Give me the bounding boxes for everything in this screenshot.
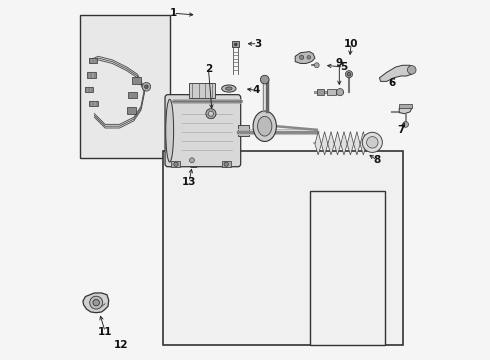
Circle shape <box>90 296 102 309</box>
Circle shape <box>206 109 216 119</box>
Text: 7: 7 <box>397 125 405 135</box>
Circle shape <box>208 111 214 116</box>
Bar <box>89 58 97 63</box>
Bar <box>310 191 385 345</box>
Circle shape <box>347 72 351 76</box>
Polygon shape <box>379 65 414 81</box>
Polygon shape <box>295 51 315 63</box>
FancyBboxPatch shape <box>165 95 241 167</box>
Text: 10: 10 <box>344 39 358 49</box>
Polygon shape <box>83 293 109 313</box>
Circle shape <box>260 75 269 84</box>
Polygon shape <box>354 132 360 155</box>
Bar <box>232 41 239 47</box>
Bar <box>221 161 231 167</box>
Bar <box>190 83 215 98</box>
Polygon shape <box>334 132 341 155</box>
Text: 6: 6 <box>389 78 395 88</box>
Text: 2: 2 <box>205 64 212 74</box>
Polygon shape <box>347 132 354 155</box>
Circle shape <box>345 71 353 78</box>
Polygon shape <box>399 106 412 114</box>
Bar <box>172 161 180 167</box>
Circle shape <box>367 136 378 148</box>
Circle shape <box>337 89 343 96</box>
Polygon shape <box>321 132 328 155</box>
Polygon shape <box>341 132 347 155</box>
Polygon shape <box>186 153 200 167</box>
Circle shape <box>174 162 178 166</box>
Bar <box>327 89 337 95</box>
Circle shape <box>234 43 237 46</box>
Circle shape <box>403 122 409 127</box>
Text: 11: 11 <box>98 327 112 337</box>
Circle shape <box>314 63 319 68</box>
Ellipse shape <box>221 85 236 92</box>
Bar <box>399 104 412 108</box>
Circle shape <box>142 82 151 91</box>
Bar <box>85 87 93 92</box>
Bar <box>163 151 403 345</box>
Text: 4: 4 <box>252 85 259 95</box>
Text: 13: 13 <box>182 177 196 187</box>
Circle shape <box>224 162 228 166</box>
Text: 12: 12 <box>114 340 128 350</box>
Circle shape <box>190 158 195 163</box>
Circle shape <box>408 66 416 74</box>
Bar <box>87 72 96 78</box>
Bar <box>89 101 98 107</box>
Ellipse shape <box>258 116 272 136</box>
Bar <box>80 15 170 158</box>
Text: 5: 5 <box>340 62 347 72</box>
Bar <box>132 77 141 84</box>
Ellipse shape <box>253 111 276 141</box>
Circle shape <box>362 132 382 152</box>
Polygon shape <box>360 132 367 155</box>
Text: 8: 8 <box>373 155 381 165</box>
Ellipse shape <box>166 99 173 162</box>
Circle shape <box>93 300 99 306</box>
Circle shape <box>307 55 311 59</box>
Text: 3: 3 <box>254 39 261 49</box>
Ellipse shape <box>225 87 232 90</box>
Circle shape <box>299 55 304 59</box>
Polygon shape <box>315 132 321 155</box>
Bar <box>128 92 137 98</box>
Text: 1: 1 <box>170 8 177 18</box>
Text: 9: 9 <box>336 58 343 68</box>
Bar <box>238 125 248 136</box>
Bar <box>126 107 136 114</box>
Bar <box>317 89 324 95</box>
Polygon shape <box>328 132 334 155</box>
Circle shape <box>145 85 148 89</box>
